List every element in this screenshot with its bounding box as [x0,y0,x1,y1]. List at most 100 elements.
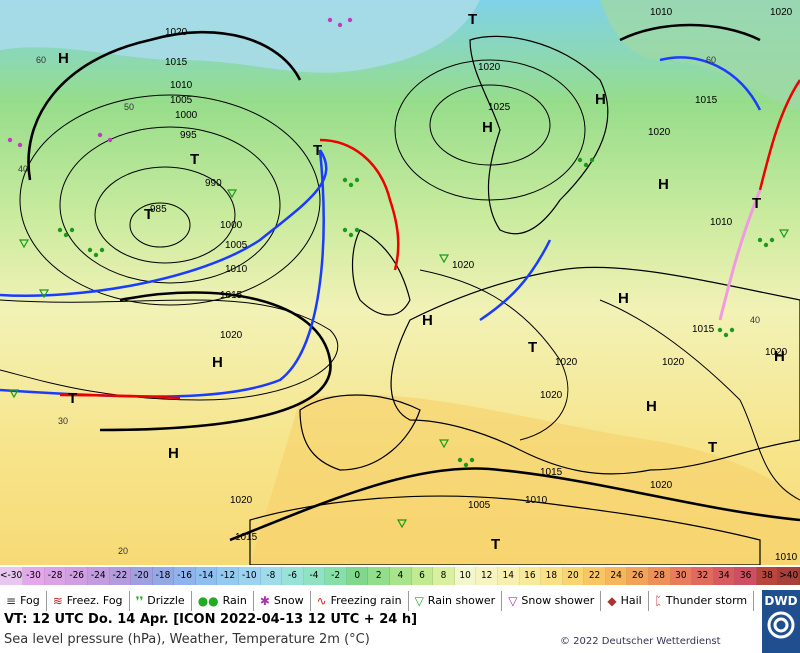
temperature-scale-cell: >40 [778,567,800,585]
pressure-label: 1010 [170,80,193,91]
cold-front-baltic [479,239,552,322]
weather-legend-item: ▽ Snow shower [502,591,602,611]
snow-shower-icon: ▽ [508,594,518,608]
temperature-scale-cell: 20 [562,567,585,585]
pressure-label: 1015 [695,95,718,106]
low-center: T [491,536,500,553]
high-center: H [58,50,69,67]
pressure-label: 1000 [175,110,198,121]
temperature-scale-cell: -6 [282,567,304,585]
dwd-logo-text: DWD [764,594,798,608]
low-center: T [708,439,717,456]
pressure-label: 1020 [478,62,501,73]
pressure-label: 1025 [488,102,511,113]
weather-legend-item: ≡ Fog [0,591,47,611]
weather-legend-item: ▽ Rain shower [409,591,503,611]
pressure-label: 1000 [220,220,243,231]
pressure-label: 990 [205,178,222,189]
iberia-coastline [299,394,421,471]
pressure-label: 1020 [230,495,253,506]
high-center: H [658,176,669,193]
north-africa-coastline [249,495,761,566]
pressure-label: 1010 [225,264,248,275]
pressure-label: 1015 [235,532,258,543]
warm-front-east [758,79,800,191]
temperature-scale-cell: -10 [239,567,261,585]
weather-legend-label: Fog [20,594,40,607]
temperature-scale-cell: 2 [368,567,391,585]
temperature-scale-cell: 26 [627,567,649,585]
pressure-label: 1010 [650,7,673,18]
weather-symbol-legend: ≡ Fog ≋ Freez. Fog ❜❜ Drizzle ●● Rain ✱ Snow ∿ Free… [0,590,800,612]
rain-shower-symbols [8,189,790,529]
pressure-label: 1005 [170,95,193,106]
temperature-scale-cell: 8 [433,567,455,585]
temperature-scale-cell: -26 [66,567,88,585]
pressure-label: 1015 [165,57,188,68]
weather-legend-label: Drizzle [147,594,185,607]
bold-isobars [27,23,800,542]
low-center: T [313,142,322,159]
valid-time: VT: 12 UTC Do. 14 Apr. [ICON 2022-04-13 … [4,612,418,627]
weather-legend-label: Freezing rain [330,594,402,607]
temperature-scale-cell: 0 [346,567,369,585]
pressure-label: 1015 [692,324,715,335]
temperature-scale-cell: 10 [454,567,477,585]
copyright-notice: © 2022 Deutscher Wetterdienst [560,636,721,647]
isobars [0,59,800,501]
weather-map-canvas: 1020 1015 1010 1005 1000 995 990 985 100… [0,0,800,566]
pressure-label: 1020 [540,390,563,401]
snow-symbols [7,17,353,148]
drizzle-icon: ❜❜ [135,594,144,608]
pressure-label: 1005 [468,500,491,511]
map-subtitle: Sea level pressure (hPa), Weather, Tempe… [4,632,370,647]
temperature-scale-cell: 14 [497,567,520,585]
low-center: T [468,11,477,28]
pressure-label: 985 [150,204,167,215]
temperature-scale-cell: -4 [303,567,326,585]
high-center: H [618,290,629,307]
high-center: H [212,354,223,371]
rain-icon: ●● [197,594,219,608]
temperature-scale-cell: 28 [649,567,671,585]
thunderstorm-icon: ᛈ [654,594,662,608]
weather-legend-item: ᛈ Thunder storm [649,591,755,611]
pressure-label: 1005 [225,240,248,251]
pressure-label: 1010 [710,217,733,228]
weather-legend-item: ❜❜ Drizzle [130,591,192,611]
temperature-scale-cell: 18 [541,567,563,585]
temperature-scale-cell: 34 [713,567,736,585]
pressure-label: 1015 [220,290,243,301]
high-center: H [168,445,179,462]
weather-legend-label: Snow shower [521,594,595,607]
warm-air-region [250,394,800,565]
temperature-scale-cell: 16 [519,567,542,585]
high-center: H [482,119,493,136]
temperature-scale-cell: 32 [692,567,714,585]
temperature-scale-cell: 12 [476,567,498,585]
pressure-label: 1020 [555,357,578,368]
temperature-scale-cell: -12 [217,567,240,585]
hail-icon: ◆ [607,594,617,608]
snow-icon: ✱ [259,594,270,608]
warm-front-atlantic [59,393,181,400]
pressure-label: 1015 [540,467,563,478]
low-center: T [190,151,199,168]
temperature-scale-cell: 24 [605,567,628,585]
europe-coastline [390,266,800,475]
temperature-scale-cell: -18 [152,567,175,585]
weather-legend-item: ●● Rain [192,591,254,611]
latitude-label: 50 [124,102,134,112]
weather-legend-item: ≋ Freez. Fog [47,591,130,611]
temperature-scale-cell: -28 [44,567,67,585]
weather-map: 1020 1015 1010 1005 1000 995 990 985 100… [0,0,800,566]
low-center: T [144,206,153,223]
pressure-label: 1010 [775,552,798,563]
temperature-scale-cell: 30 [670,567,693,585]
temperature-scale-cell: -14 [195,567,218,585]
latitude-label: 60 [706,55,716,65]
weather-legend-label: Snow [273,594,304,607]
cold-air-region-east [600,0,800,110]
temperature-scale-cell: 36 [735,567,757,585]
rain-shower-icon: ▽ [414,594,424,608]
